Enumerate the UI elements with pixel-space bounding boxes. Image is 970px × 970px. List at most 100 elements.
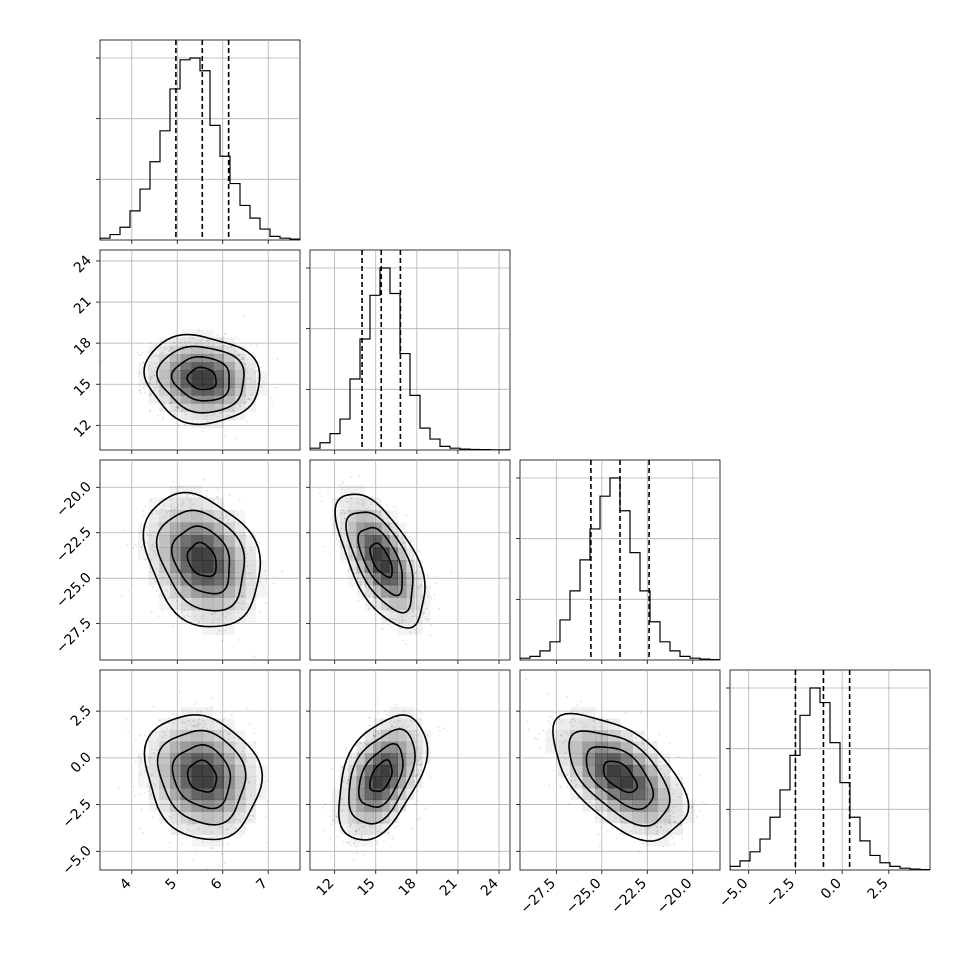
sample-point bbox=[673, 806, 675, 808]
sample-point bbox=[410, 541, 412, 543]
sample-point bbox=[417, 587, 420, 589]
sample-point bbox=[237, 354, 240, 357]
density-cell bbox=[191, 329, 203, 338]
sample-point bbox=[352, 819, 355, 822]
sample-point bbox=[170, 498, 173, 501]
sample-point bbox=[149, 376, 152, 379]
density-cell bbox=[234, 403, 246, 412]
sample-point bbox=[560, 721, 563, 724]
density-cell bbox=[148, 354, 160, 363]
sample-point bbox=[244, 363, 247, 366]
sample-point bbox=[392, 835, 395, 838]
sample-point bbox=[175, 337, 178, 340]
sample-point bbox=[233, 411, 235, 413]
density-cell bbox=[148, 547, 160, 561]
panel-frame bbox=[99, 249, 301, 451]
sample-point bbox=[359, 742, 362, 745]
density-cell bbox=[191, 522, 203, 536]
density-cell bbox=[138, 764, 149, 777]
density-cell bbox=[159, 718, 171, 731]
sample-point bbox=[680, 823, 683, 826]
sample-point bbox=[249, 535, 252, 537]
density-cell bbox=[234, 811, 246, 824]
sample-point bbox=[253, 381, 256, 384]
sample-point bbox=[416, 578, 419, 580]
sample-point bbox=[242, 602, 244, 604]
sample-point bbox=[253, 655, 256, 658]
density-cell bbox=[620, 776, 633, 789]
sample-point bbox=[599, 845, 601, 848]
density-cell bbox=[607, 753, 621, 766]
sample-point bbox=[338, 775, 341, 778]
sample-point bbox=[144, 734, 147, 737]
sample-point bbox=[207, 339, 210, 342]
sample-point bbox=[210, 705, 213, 708]
sample-point bbox=[197, 710, 200, 713]
sample-point bbox=[223, 333, 226, 336]
sample-point bbox=[659, 826, 662, 829]
sample-point bbox=[144, 558, 147, 560]
sample-point bbox=[405, 643, 407, 646]
sample-point bbox=[662, 845, 664, 848]
sample-point bbox=[398, 622, 401, 624]
density-cell bbox=[381, 572, 390, 586]
sample-point bbox=[179, 691, 181, 694]
density-cell bbox=[191, 345, 203, 355]
sample-point bbox=[175, 330, 178, 332]
density-cell bbox=[414, 741, 423, 754]
density-cell bbox=[422, 584, 431, 598]
sample-point bbox=[138, 755, 141, 758]
sample-point bbox=[164, 347, 167, 350]
sample-point bbox=[135, 546, 138, 548]
contour-level-0 bbox=[186, 759, 218, 793]
sample-point bbox=[385, 504, 388, 507]
density-cell bbox=[364, 823, 374, 835]
density-cell bbox=[191, 497, 203, 511]
sample-point bbox=[639, 828, 641, 831]
sample-point bbox=[641, 732, 643, 734]
density-cell bbox=[397, 718, 407, 731]
density-cell bbox=[632, 753, 646, 766]
panel-content bbox=[100, 250, 300, 450]
density-cell bbox=[405, 560, 415, 573]
sample-point bbox=[150, 794, 153, 796]
sample-point bbox=[352, 842, 355, 844]
density-cell bbox=[356, 776, 366, 789]
sample-point bbox=[266, 842, 269, 844]
sample-point bbox=[145, 525, 148, 528]
sample-point bbox=[228, 733, 230, 735]
density-cell bbox=[191, 337, 203, 347]
contour-level-2 bbox=[348, 728, 416, 825]
density-cell bbox=[340, 535, 349, 548]
density-cell bbox=[202, 547, 214, 561]
density-cell bbox=[557, 764, 571, 777]
sample-point bbox=[247, 780, 250, 783]
sample-point bbox=[192, 858, 195, 861]
sample-point bbox=[117, 787, 120, 789]
density-cell bbox=[356, 799, 366, 812]
density-cell bbox=[202, 378, 214, 388]
sample-point bbox=[149, 409, 152, 412]
sample-point bbox=[236, 407, 239, 410]
sample-point bbox=[355, 845, 357, 848]
sample-point bbox=[139, 761, 141, 764]
x-tick-label-0: 4 bbox=[117, 875, 135, 893]
sample-point bbox=[246, 371, 249, 374]
density-cell bbox=[191, 799, 203, 812]
sample-point bbox=[224, 333, 227, 335]
density-cell bbox=[389, 572, 398, 586]
y-tick-label-3: 2.5 bbox=[68, 703, 95, 730]
sample-point bbox=[558, 718, 560, 721]
density-cell bbox=[405, 764, 415, 777]
density-cell bbox=[364, 560, 374, 573]
sample-point bbox=[188, 341, 191, 343]
sample-point bbox=[410, 781, 413, 783]
sample-point bbox=[391, 725, 393, 727]
density-cell bbox=[364, 547, 374, 561]
sample-point bbox=[258, 611, 261, 614]
sample-point bbox=[154, 345, 157, 348]
sample-point bbox=[224, 629, 227, 632]
sample-point bbox=[427, 574, 429, 577]
sample-point bbox=[135, 739, 137, 742]
density-cell bbox=[191, 741, 203, 754]
